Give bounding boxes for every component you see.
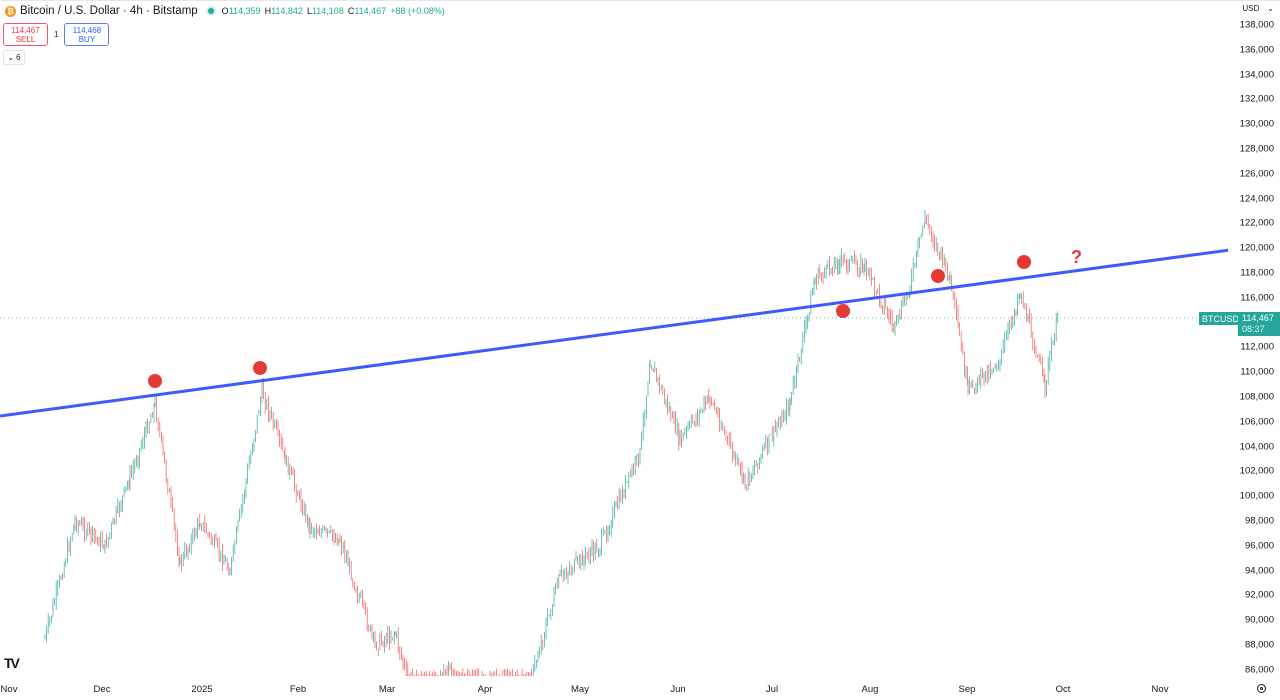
close-label: C bbox=[347, 6, 355, 16]
time-tick-label: Jun bbox=[670, 684, 686, 695]
symbol-legend: ₿ Bitcoin / U.S. Dollar · 4h · Bitstamp … bbox=[5, 5, 445, 17]
symbol-title[interactable]: Bitcoin / U.S. Dollar · 4h · Bitstamp bbox=[20, 5, 198, 17]
time-tick-label: Sep bbox=[958, 684, 976, 695]
price-tick-label: 92,000 bbox=[1244, 589, 1274, 601]
price-tick-label: 86,000 bbox=[1244, 664, 1274, 676]
price-tick-label: 132,000 bbox=[1239, 93, 1274, 105]
price-axis[interactable]: USD ⌄ 138,000 136,000 134,000 132,000 130,00… bbox=[1228, 0, 1280, 680]
price-tick-label: 102,000 bbox=[1239, 465, 1274, 477]
price-tick-label: 138,000 bbox=[1239, 19, 1274, 31]
price-tick-label: 106,000 bbox=[1239, 416, 1274, 428]
price-tick-label: 100,000 bbox=[1239, 490, 1274, 502]
question-annotation[interactable]: ? bbox=[1071, 247, 1082, 267]
time-tick-label: Apr bbox=[477, 684, 493, 695]
change-value: +88 (+0.08%) bbox=[390, 6, 445, 16]
time-tick-label: Dec bbox=[93, 684, 111, 695]
buy-price: 114,468 bbox=[72, 25, 102, 35]
symbol-price-tag: BTCUSD bbox=[1199, 312, 1243, 325]
time-tick-label: May bbox=[571, 684, 589, 695]
touch-markers bbox=[148, 255, 1031, 388]
settings-icon[interactable] bbox=[1257, 684, 1266, 693]
price-tick-label: 88,000 bbox=[1244, 639, 1274, 651]
tradingview-logo[interactable]: TV bbox=[4, 655, 20, 671]
price-tick-label: 122,000 bbox=[1239, 217, 1274, 229]
marker-dot[interactable] bbox=[1017, 255, 1031, 269]
currency-selector[interactable]: USD ⌄ bbox=[1242, 4, 1274, 13]
price-tick-label: 108,000 bbox=[1239, 391, 1274, 403]
price-tick-label: 136,000 bbox=[1239, 44, 1274, 56]
marker-dot[interactable] bbox=[931, 269, 945, 283]
open-value: 114,359 bbox=[228, 6, 261, 16]
market-open-icon bbox=[207, 8, 214, 14]
time-tick-label: Mar bbox=[378, 684, 396, 695]
price-tick-label: 94,000 bbox=[1244, 565, 1274, 577]
high-label: H bbox=[264, 6, 272, 16]
time-tick-label: Jul bbox=[765, 684, 779, 695]
price-tick-label: 90,000 bbox=[1244, 614, 1274, 626]
bitcoin-icon: ₿ bbox=[5, 5, 16, 17]
sell-button[interactable]: 114,467 SELL bbox=[3, 23, 48, 46]
sell-price: 114,467 bbox=[11, 25, 40, 35]
time-axis[interactable]: Nov Dec 2025 Feb Mar Apr May Jun Jul Aug Sep Oct Nov bbox=[0, 680, 1280, 700]
spread-value: 1 bbox=[54, 30, 59, 39]
price-tick-label: 124,000 bbox=[1239, 193, 1274, 205]
price-tick-label: 96,000 bbox=[1244, 540, 1274, 552]
currency-label: USD bbox=[1242, 4, 1260, 13]
open-label: O bbox=[221, 6, 229, 16]
last-price-value: 114,467 bbox=[1242, 313, 1274, 323]
time-tick-label: 2025 bbox=[191, 684, 213, 695]
low-value: 114,108 bbox=[311, 6, 344, 16]
trade-panel: 114,467 SELL 1 114,468 BUY bbox=[3, 23, 110, 46]
price-tick-label: 98,000 bbox=[1244, 515, 1274, 527]
price-tick-label: 110,000 bbox=[1240, 366, 1274, 378]
candlestick-series bbox=[44, 209, 1059, 676]
buy-label: BUY bbox=[78, 34, 96, 44]
price-tick-label: 120,000 bbox=[1239, 242, 1274, 254]
price-tick-label: 126,000 bbox=[1239, 168, 1274, 180]
price-tick-label: 134,000 bbox=[1239, 69, 1274, 81]
indicators-count: 6 bbox=[16, 53, 21, 62]
ohlc-values: O114,359 H114,842 L114,108 C114,467 +88 … bbox=[222, 6, 445, 16]
price-tick-label: 112,000 bbox=[1240, 341, 1274, 353]
chevron-down-icon: ⌄ bbox=[7, 53, 15, 62]
price-tick-label: 130,000 bbox=[1239, 118, 1274, 130]
buy-button[interactable]: 114,468 BUY bbox=[64, 23, 110, 46]
low-label: L bbox=[306, 6, 312, 16]
last-price-tag: 114,467 08:37 bbox=[1238, 312, 1280, 336]
time-tick-label: Feb bbox=[289, 684, 307, 695]
price-tick-label: 104,000 bbox=[1239, 441, 1274, 453]
time-tick-label: Nov bbox=[1151, 684, 1169, 695]
sell-label: SELL bbox=[15, 34, 36, 44]
chevron-down-icon: ⌄ bbox=[1267, 4, 1274, 13]
price-tick-label: 118,000 bbox=[1240, 267, 1274, 279]
marker-dot[interactable] bbox=[148, 374, 162, 388]
top-border bbox=[0, 0, 1280, 1]
close-value: 114,467 bbox=[354, 6, 387, 16]
marker-dot[interactable] bbox=[253, 361, 267, 375]
resistance-trendline[interactable] bbox=[0, 248, 1228, 418]
price-tick-label: 128,000 bbox=[1239, 143, 1274, 155]
time-tick-label: Aug bbox=[861, 684, 879, 695]
high-value: 114,842 bbox=[271, 6, 303, 16]
bar-countdown: 08:37 bbox=[1242, 324, 1265, 334]
price-tick-label: 116,000 bbox=[1240, 292, 1274, 304]
marker-dot[interactable] bbox=[836, 304, 850, 318]
indicators-toggle-button[interactable]: ⌄ 6 bbox=[3, 50, 25, 65]
price-chart-canvas[interactable] bbox=[0, 0, 1228, 680]
time-tick-label: Nov bbox=[0, 684, 18, 695]
time-tick-label: Oct bbox=[1055, 684, 1071, 695]
